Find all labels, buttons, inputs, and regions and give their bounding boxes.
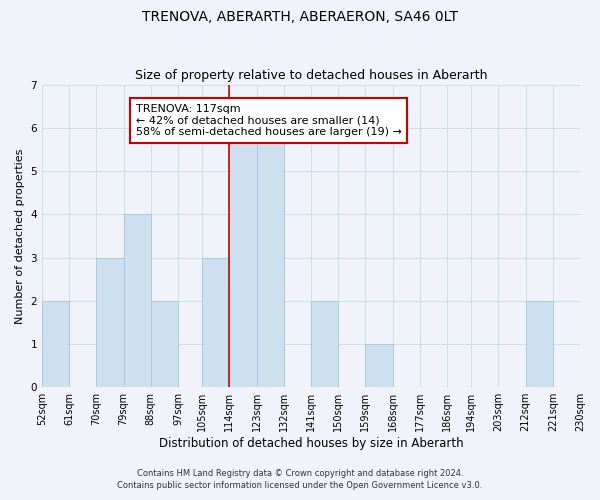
Y-axis label: Number of detached properties: Number of detached properties bbox=[15, 148, 25, 324]
Bar bbox=[42, 300, 69, 387]
Bar bbox=[257, 128, 284, 387]
X-axis label: Distribution of detached houses by size in Aberarth: Distribution of detached houses by size … bbox=[159, 437, 463, 450]
Title: Size of property relative to detached houses in Aberarth: Size of property relative to detached ho… bbox=[135, 69, 487, 82]
Bar bbox=[124, 214, 151, 387]
Text: Contains HM Land Registry data © Crown copyright and database right 2024.
Contai: Contains HM Land Registry data © Crown c… bbox=[118, 468, 482, 490]
Bar bbox=[365, 344, 392, 387]
Bar bbox=[311, 300, 338, 387]
Text: TRENOVA: 117sqm
← 42% of detached houses are smaller (14)
58% of semi-detached h: TRENOVA: 117sqm ← 42% of detached houses… bbox=[136, 104, 401, 137]
Text: TRENOVA, ABERARTH, ABERAERON, SA46 0LT: TRENOVA, ABERARTH, ABERAERON, SA46 0LT bbox=[142, 10, 458, 24]
Bar bbox=[229, 128, 257, 387]
Bar bbox=[526, 300, 553, 387]
Bar bbox=[202, 258, 229, 387]
Bar bbox=[151, 300, 178, 387]
Bar bbox=[97, 258, 124, 387]
